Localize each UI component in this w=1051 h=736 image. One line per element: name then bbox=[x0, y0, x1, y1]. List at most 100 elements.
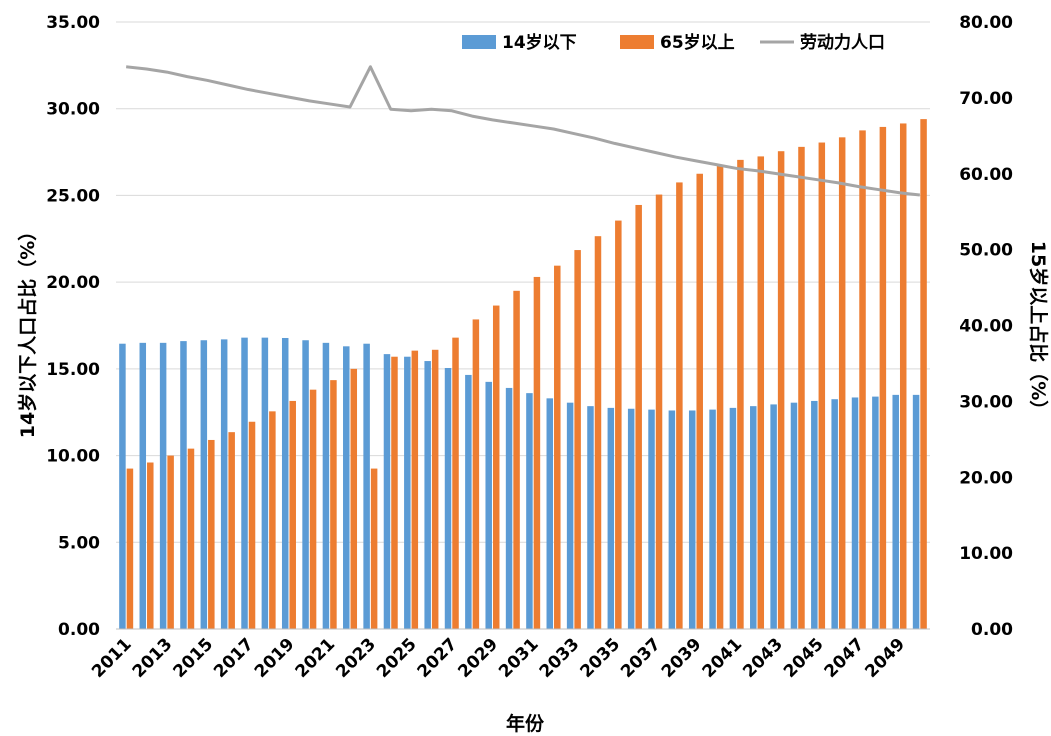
bar-under14-2046 bbox=[831, 399, 838, 629]
bar-over65-2017 bbox=[248, 421, 256, 629]
bar-over65-2024 bbox=[391, 356, 398, 629]
bar-series bbox=[119, 119, 927, 630]
x-tick-label: 2017 bbox=[210, 634, 258, 682]
right-y-tick-label: 20.00 bbox=[959, 468, 1013, 488]
bar-under14-2037 bbox=[648, 409, 655, 629]
bar-under14-2039 bbox=[688, 410, 696, 629]
legend-label: 劳动力人口 bbox=[800, 32, 885, 53]
bar-over65-2037 bbox=[655, 194, 663, 629]
bar-over65-2035 bbox=[615, 220, 622, 629]
x-tick-label: 2039 bbox=[658, 634, 706, 682]
gridlines bbox=[116, 21, 930, 630]
bar-under14-2038 bbox=[668, 410, 676, 629]
left-y-tick-label: 35.00 bbox=[46, 13, 100, 33]
legend-label: 14岁以下 bbox=[502, 32, 577, 53]
bar-under14-2050 bbox=[912, 394, 920, 629]
bar-under14-2011 bbox=[119, 343, 126, 629]
bar-over65-2044 bbox=[798, 146, 805, 629]
bar-under14-2048 bbox=[872, 396, 879, 629]
right-y-tick-label: 0.00 bbox=[971, 620, 1013, 640]
bar-under14-2014 bbox=[180, 341, 187, 629]
right-y-tick-label: 30.00 bbox=[959, 392, 1013, 412]
bar-over65-2015 bbox=[208, 439, 215, 629]
bar-over65-2027 bbox=[452, 337, 459, 629]
bar-over65-2016 bbox=[228, 432, 235, 629]
bar-under14-2023 bbox=[363, 343, 370, 629]
bar-over65-2045 bbox=[818, 142, 826, 630]
bar-under14-2040 bbox=[709, 409, 716, 629]
bar-over65-2041 bbox=[737, 159, 744, 629]
bar-under14-2021 bbox=[322, 342, 330, 629]
bar-under14-2028 bbox=[465, 374, 472, 629]
x-tick-label: 2021 bbox=[292, 634, 340, 682]
bar-under14-2033 bbox=[566, 402, 574, 629]
bar-under14-2012 bbox=[139, 342, 147, 629]
x-tick-label: 2011 bbox=[88, 634, 136, 682]
legend-label: 65岁以上 bbox=[660, 32, 735, 53]
bar-under14-2043 bbox=[770, 404, 777, 629]
left-y-tick-label: 0.00 bbox=[58, 620, 100, 640]
bar-over65-2032 bbox=[554, 265, 561, 629]
x-axis-title: 年份 bbox=[506, 712, 545, 735]
bar-under14-2041 bbox=[729, 407, 737, 629]
bar-under14-2034 bbox=[587, 406, 594, 629]
x-tick-label: 2033 bbox=[536, 634, 584, 682]
bar-under14-2049 bbox=[892, 394, 899, 629]
x-tick-label: 2025 bbox=[373, 634, 421, 682]
bar-over65-2048 bbox=[879, 126, 887, 629]
bar-over65-2025 bbox=[411, 350, 419, 629]
bar-over65-2047 bbox=[859, 130, 866, 629]
x-tick-label: 2045 bbox=[780, 634, 828, 682]
legend-swatch bbox=[462, 35, 496, 49]
right-y-tick-label: 50.00 bbox=[959, 241, 1013, 261]
right-y-tick-label: 70.00 bbox=[959, 89, 1013, 109]
bar-over65-2029 bbox=[492, 305, 500, 629]
bar-over65-2031 bbox=[533, 276, 541, 629]
bar-over65-2021 bbox=[330, 380, 337, 629]
bar-under14-2013 bbox=[159, 342, 167, 629]
x-tick-label: 2043 bbox=[739, 634, 787, 682]
bar-over65-2040 bbox=[716, 165, 724, 629]
legend: 14岁以下 65岁以上 劳动力人口 bbox=[462, 32, 885, 53]
bar-under14-2047 bbox=[851, 397, 859, 629]
bar-under14-2020 bbox=[302, 340, 309, 629]
x-tick-label: 2035 bbox=[577, 634, 625, 682]
bar-over65-2049 bbox=[899, 123, 907, 629]
bar-under14-2024 bbox=[383, 354, 391, 629]
legend-item-2: 劳动力人口 bbox=[760, 32, 885, 53]
bar-over65-2028 bbox=[472, 319, 480, 629]
bar-under14-2045 bbox=[811, 400, 818, 629]
bar-under14-2027 bbox=[444, 367, 452, 629]
bar-under14-2022 bbox=[343, 346, 350, 629]
left-y-tick-label: 15.00 bbox=[46, 360, 100, 380]
right-y-axis-title: 15岁以上占比（%） bbox=[1027, 241, 1050, 419]
bar-over65-2030 bbox=[513, 290, 520, 629]
x-tick-label: 2013 bbox=[129, 634, 177, 682]
bar-under14-2025 bbox=[404, 356, 411, 629]
x-tick-label: 2029 bbox=[454, 634, 502, 682]
bar-under14-2032 bbox=[546, 398, 554, 629]
legend-item-1: 65岁以上 bbox=[620, 32, 735, 53]
left-y-tick-label: 25.00 bbox=[46, 186, 100, 206]
left-y-tick-label: 30.00 bbox=[46, 100, 100, 120]
bar-over65-2046 bbox=[838, 137, 846, 629]
bar-over65-2020 bbox=[309, 389, 317, 629]
left-y-axis-title: 14岁以下人口占比（%） bbox=[16, 222, 39, 438]
bar-over65-2036 bbox=[635, 204, 642, 629]
x-tick-label: 2023 bbox=[332, 634, 380, 682]
bar-under14-2026 bbox=[424, 361, 431, 629]
bar-over65-2022 bbox=[350, 368, 358, 629]
bar-over65-2026 bbox=[431, 349, 439, 629]
right-y-tick-label: 10.00 bbox=[959, 544, 1013, 564]
x-tick-label: 2037 bbox=[617, 634, 665, 682]
bar-under14-2042 bbox=[750, 406, 757, 629]
bar-over65-2012 bbox=[147, 462, 154, 629]
right-y-tick-label: 60.00 bbox=[959, 165, 1013, 185]
line-series bbox=[126, 65, 920, 197]
right-y-tick-label: 40.00 bbox=[959, 317, 1013, 337]
bar-under14-2019 bbox=[281, 337, 289, 629]
line-labor-force bbox=[126, 65, 920, 197]
bar-over65-2019 bbox=[289, 400, 296, 629]
bar-under14-2017 bbox=[241, 337, 248, 629]
